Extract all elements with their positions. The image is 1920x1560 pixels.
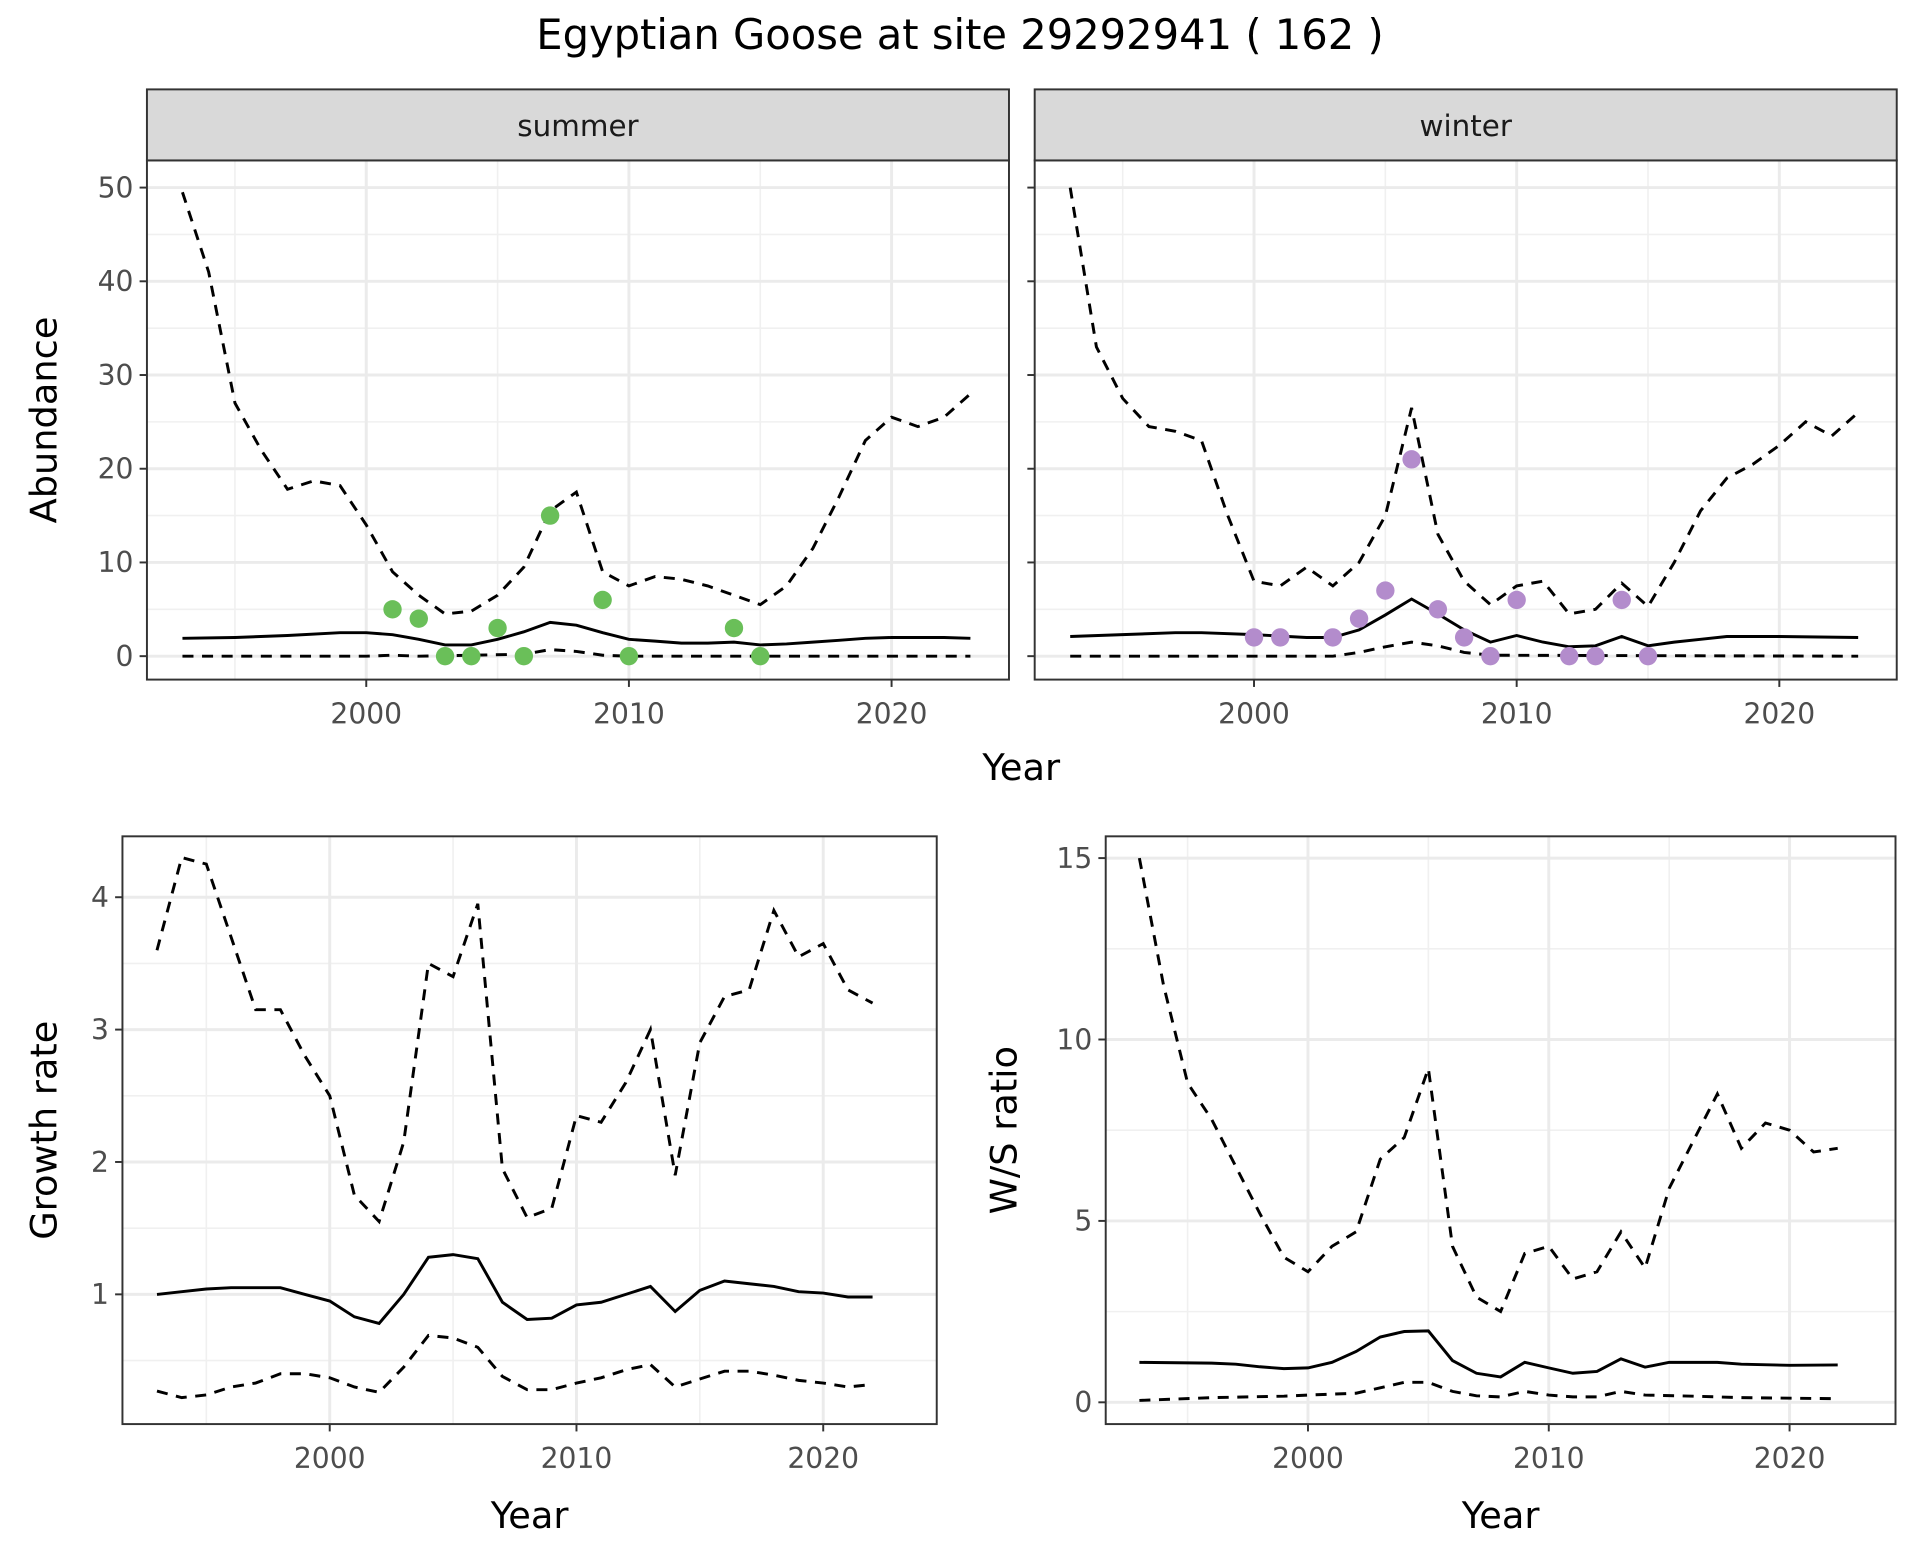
y-tick-label: 50 [98,171,134,204]
observed-count-point [462,646,481,666]
observed-count-point [1402,450,1421,469]
observed-count-point [1507,590,1526,610]
observed-count-point [751,646,770,666]
observed-count-point [409,609,428,628]
observed-count-point [1560,646,1579,666]
y-tick-label: 3 [91,1013,109,1046]
mean-line [1139,1329,1838,1379]
mean-line [182,620,971,647]
x-tick-label: 2000 [1272,1442,1344,1475]
y-tick-label: 5 [1074,1205,1092,1238]
x-tick-label: 2000 [330,698,402,731]
x-axis-title: Year [1461,1494,1541,1537]
x-tick-label: 2010 [593,698,665,731]
facet-strip [1033,88,1898,162]
y-tick-label: 15 [1056,842,1092,875]
observed-count-point [593,590,612,610]
observed-count-point [514,646,534,666]
y-axis-title: W/S ratio [982,1046,1025,1214]
x-tick-label: 2020 [1743,698,1815,731]
y-tick-label: 4 [91,881,109,914]
lower-bound-line [182,648,971,658]
y-tick-label: 0 [116,640,134,673]
panel-border [121,835,938,1426]
observed-count-point [1349,609,1369,628]
observed-count-point [1244,628,1264,647]
y-tick-label: 10 [98,546,134,579]
facet-strip-label: summer [517,109,639,143]
observed-count-point [488,618,507,638]
y-tick-label: 30 [98,359,134,392]
plot-background [146,160,1009,680]
observed-count-point [724,618,744,638]
x-tick-label: 2010 [541,1442,613,1475]
lower-bound-line [156,1333,873,1400]
y-axis-title: Growth rate [22,1021,65,1240]
x-tick-label: 2020 [787,1442,859,1475]
observed-count-point [1454,628,1474,647]
observed-count-point [1586,646,1605,666]
observed-count-point [1271,628,1290,647]
facet-strip-label: winter [1419,109,1512,143]
observed-count-point [1481,646,1500,666]
x-tick-label: 2000 [1218,698,1290,731]
panel-summer: summer 2000 2010 2020 0 10 20 30 40 50 Abundance [22,88,1010,731]
y-axis-title: Abundance [22,317,65,524]
y-tick-label: 40 [98,265,134,298]
upper-bound-line [181,191,972,616]
observed-count-point [1638,646,1658,666]
y-tick-label: 10 [1056,1023,1092,1056]
x-tick-label: 2020 [1754,1442,1826,1475]
mean-line [156,1253,873,1326]
lower-bound-line [1139,1380,1838,1402]
x-tick-label: 2010 [1481,698,1553,731]
observed-count-point [540,506,560,525]
observed-count-point [1323,628,1342,647]
x-tick-label: 2020 [856,698,928,731]
y-tick-label: 1 [91,1278,109,1311]
x-tick-label: 2000 [294,1442,366,1475]
facet-strip [145,88,1010,162]
panel-border [1104,835,1897,1426]
upper-bound-line [155,855,874,1225]
y-tick-label: 20 [98,453,134,486]
plot-background [1034,160,1897,680]
plot-background [122,836,937,1425]
panel-winter: winter 2000 2010 2020 [1027,88,1898,731]
observed-count-point [1428,600,1448,619]
panel-growth: 2000 2010 2020 1 2 3 4 Growth rate Year [22,835,938,1537]
figure-title: Egyptian Goose at site 29292941 ( 162 ) [536,10,1383,59]
observed-count-point [619,646,639,666]
observed-count-point [383,600,402,619]
observed-count-point [1376,581,1395,600]
top-x-axis-title: Year [981,746,1061,789]
y-tick-label: 2 [91,1146,109,1179]
observed-count-point [435,646,455,666]
mean-line [1070,597,1859,649]
x-tick-label: 2010 [1513,1442,1585,1475]
upper-bound-line [1068,187,1860,616]
observed-count-point [1612,590,1631,610]
panel-ws: 2000 2010 2020 0 5 10 15 W/S ratio Year [982,835,1897,1537]
x-axis-title: Year [490,1494,570,1537]
y-tick-label: 0 [1074,1386,1092,1419]
